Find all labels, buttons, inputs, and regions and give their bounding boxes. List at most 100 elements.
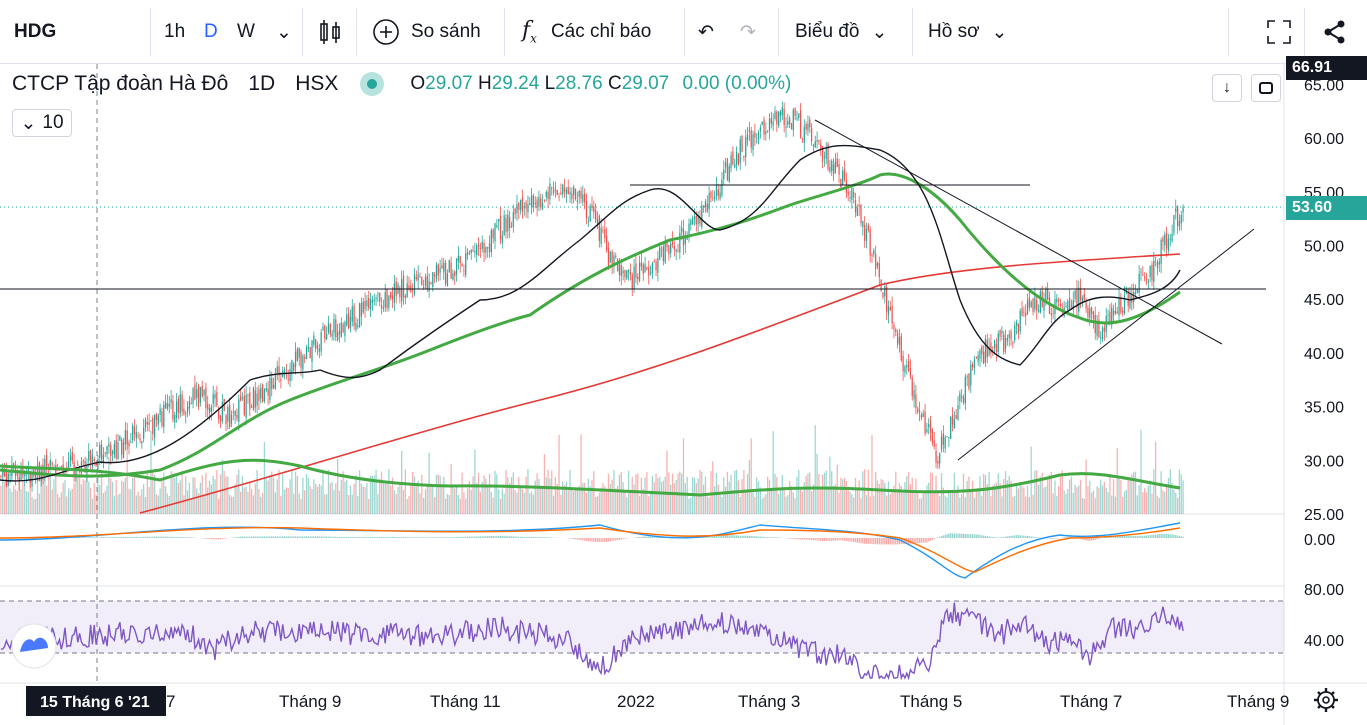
volume-bar <box>108 456 110 514</box>
interval-w-button[interactable]: W <box>237 0 255 64</box>
chart-type-button[interactable] <box>318 0 342 64</box>
candle-body <box>95 462 97 466</box>
volume-bar <box>739 497 741 514</box>
interval-d-button[interactable]: D <box>204 0 218 64</box>
candle-body <box>360 303 363 317</box>
market-status-icon[interactable] <box>360 72 385 96</box>
volume-bar <box>552 495 555 514</box>
macd-hist-bar <box>1118 535 1120 538</box>
volume-bar <box>115 479 117 514</box>
candle-body <box>512 212 514 227</box>
volume-bar <box>790 486 793 514</box>
candle-body <box>227 406 229 422</box>
macd-hist-bar <box>342 536 344 538</box>
macd-hist-bar <box>300 536 302 538</box>
price-axis[interactable]: 65.0060.0055.0050.0045.0040.0035.0030.00… <box>1304 77 1344 524</box>
candle-body <box>865 228 868 242</box>
undo-button[interactable]: ↶ <box>698 0 714 64</box>
volume-bar <box>437 474 439 514</box>
rsi-tick-80: 80.00 <box>1304 582 1344 599</box>
candle-body <box>347 313 350 329</box>
interval-dropdown[interactable]: ⌄ <box>276 0 292 64</box>
share-button[interactable] <box>1322 0 1348 64</box>
macd-hist-bar <box>869 538 871 544</box>
volume-bar <box>638 495 641 514</box>
candle-body <box>386 289 388 309</box>
volume-bar <box>1015 484 1018 514</box>
volume-bar <box>1028 496 1031 514</box>
volume-bar <box>593 471 595 514</box>
macd-hist-bar <box>86 537 88 538</box>
ascending-trendline <box>957 228 1255 461</box>
candle-body <box>1094 314 1096 334</box>
price-chart[interactable]: 65.0060.0055.0050.0045.0040.0035.0030.00… <box>0 64 1367 725</box>
indicators-collapse-button[interactable]: ⌄ 10 <box>12 109 72 137</box>
candle-body <box>490 229 492 253</box>
candle-body <box>993 340 996 349</box>
settings-gear-icon[interactable] <box>1314 688 1338 712</box>
company-name[interactable]: CTCP Tập đoàn Hà Đô <box>12 72 229 95</box>
candle-body <box>774 111 776 119</box>
volume-bar <box>102 492 105 514</box>
maximize-pane-button[interactable] <box>1251 74 1281 102</box>
candle-body <box>1081 297 1084 303</box>
candle-body <box>1076 288 1078 308</box>
tradingview-logo-icon[interactable] <box>11 623 57 669</box>
macd-hist-bar <box>73 537 75 538</box>
compare-button[interactable]: So sánh <box>372 0 481 64</box>
interval-1h-button[interactable]: 1h <box>164 0 185 64</box>
candle-body <box>272 384 275 388</box>
candle-body <box>1118 298 1120 316</box>
candle-body <box>885 286 888 312</box>
volume-bar <box>179 480 181 514</box>
volume-bar <box>569 469 571 514</box>
candle-body <box>60 466 62 468</box>
candle-body <box>404 295 406 299</box>
candle-body <box>177 398 180 413</box>
macd-hist-bar <box>423 537 425 538</box>
macd-hist-bar <box>637 537 639 538</box>
candle-body <box>1008 334 1010 338</box>
macd-hist-bar <box>1037 537 1040 538</box>
candle-body <box>320 332 322 352</box>
macd-hist-bar <box>541 537 544 538</box>
macd-hist-bar <box>417 537 419 538</box>
candle-body <box>807 123 809 131</box>
macd-hist-bar <box>653 536 655 538</box>
volume-bar <box>335 483 337 514</box>
fullscreen-button[interactable] <box>1266 0 1292 64</box>
candle-body <box>331 333 333 337</box>
macd-hist-bar <box>294 536 297 538</box>
indicators-button[interactable]: fx Các chỉ báo <box>522 0 651 64</box>
candle-body <box>796 118 798 120</box>
candle-body <box>305 347 308 360</box>
candle-body <box>302 355 304 370</box>
chevron-down-icon: ⌄ <box>991 21 1008 43</box>
profile-menu-button[interactable]: Hồ sơ ⌄ <box>928 0 1007 64</box>
candle-body <box>479 247 482 249</box>
macd-hist-bar <box>611 538 613 541</box>
volume-bar <box>205 472 207 514</box>
volume-bar <box>609 483 611 514</box>
volume-bar <box>91 498 94 514</box>
volume-bar <box>562 481 564 514</box>
candle-body <box>891 305 893 324</box>
scroll-down-button[interactable]: ↓ <box>1212 74 1242 102</box>
candle-body <box>1067 301 1069 311</box>
volume-bar <box>993 484 996 514</box>
volume-bar <box>269 475 271 514</box>
candle-body <box>688 223 690 235</box>
redo-button[interactable]: ↷ <box>740 0 756 64</box>
macd-hist-bar <box>1019 535 1021 538</box>
symbol-search[interactable]: HDG <box>14 0 56 64</box>
candle-body <box>853 192 855 198</box>
macd-hist-bar <box>474 536 476 538</box>
macd-hist-bar <box>924 538 926 543</box>
candle-body <box>671 239 674 245</box>
chart-menu-button[interactable]: Biểu đồ ⌄ <box>795 0 887 64</box>
candle-body <box>1092 311 1095 319</box>
macd-hist-bar <box>573 538 575 540</box>
volume-bar <box>1103 481 1106 514</box>
macd-hist-bar <box>741 535 743 538</box>
candle-body <box>1107 315 1109 317</box>
